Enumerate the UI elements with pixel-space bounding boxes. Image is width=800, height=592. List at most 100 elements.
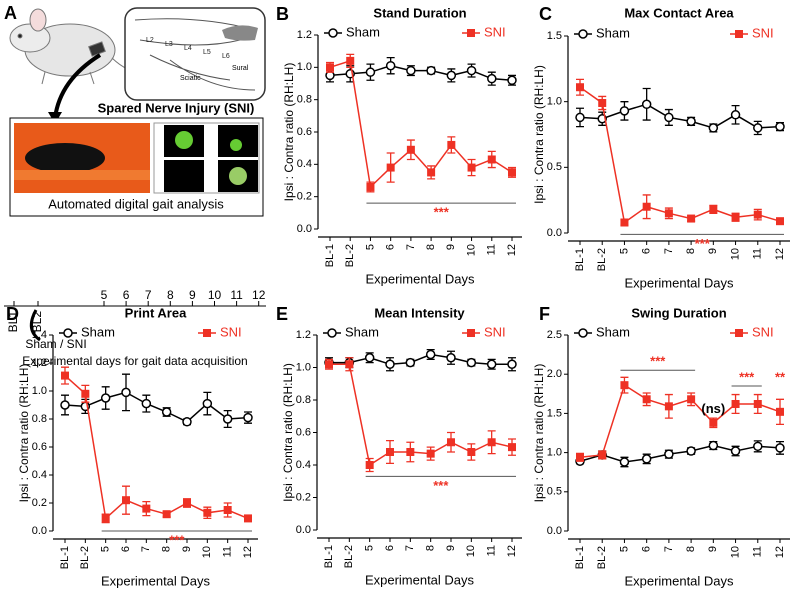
x-tick-label: BL-1 xyxy=(574,546,586,569)
chart-title: Max Contact Area xyxy=(624,5,734,20)
y-tick-label: 1.0 xyxy=(547,447,562,459)
data-point xyxy=(61,371,69,380)
series-line xyxy=(329,64,513,82)
panel-label: B xyxy=(276,4,289,24)
data-point xyxy=(121,387,131,398)
y-tick-label: 1.2 xyxy=(296,329,311,341)
data-point xyxy=(60,400,70,410)
legend-marker xyxy=(578,29,588,39)
x-tick-label: 10 xyxy=(201,546,213,558)
x-tick-label: 6 xyxy=(641,546,653,552)
data-point xyxy=(708,123,719,133)
data-point xyxy=(203,508,212,517)
y-tick-label: 1.0 xyxy=(547,96,562,108)
x-tick-label: 10 xyxy=(729,546,741,558)
data-point xyxy=(664,209,673,218)
y-tick-label: 0.4 xyxy=(32,469,47,481)
legend-marker xyxy=(327,328,337,338)
significance-label: *** xyxy=(739,369,755,384)
chart: D Print Area 0.0 0.2 0.4 0.6 0.8 1.0 1.2 1.4 BL-1 B… xyxy=(6,304,258,588)
x-tick-label: BL-1 xyxy=(323,545,335,568)
data-point xyxy=(776,217,784,226)
y-tick-label: 0.8 xyxy=(32,413,47,425)
significance-label: ** xyxy=(775,370,786,385)
significance-label: *** xyxy=(169,532,185,547)
data-point xyxy=(508,168,516,177)
x-tick-label: 10 xyxy=(465,545,477,557)
nerve-shape xyxy=(222,25,258,41)
x-tick-label: 11 xyxy=(752,248,764,259)
gait-floor xyxy=(14,170,150,180)
data-point xyxy=(507,359,517,369)
data-point xyxy=(686,446,696,456)
y-tick-label: 0.8 xyxy=(297,94,312,106)
data-point xyxy=(598,450,607,459)
data-point xyxy=(664,112,674,123)
legend-label: Sham xyxy=(345,324,379,339)
x-tick-label: BL-2 xyxy=(79,546,91,569)
data-point xyxy=(406,448,415,456)
x-tick-label: BL-2 xyxy=(343,545,355,568)
significance-label: *** xyxy=(650,354,666,369)
data-point xyxy=(386,163,395,172)
x-axis-label: Experimental Days xyxy=(101,573,211,588)
x-tick-label: 9 xyxy=(445,244,457,250)
data-point xyxy=(642,202,651,211)
data-point xyxy=(686,116,696,127)
timeline-label: 7 xyxy=(145,288,152,302)
data-point xyxy=(687,395,696,404)
y-tick-label: 0.0 xyxy=(547,227,562,239)
panel-a-title: Spared Nerve Injury (SNI) xyxy=(98,100,255,115)
x-axis-label: Experimental Days xyxy=(365,271,475,286)
x-axis-label: Experimental Days xyxy=(624,275,734,290)
y-tick-label: 1.2 xyxy=(297,29,312,41)
legend-label: Sham xyxy=(81,324,115,339)
x-tick-label: 5 xyxy=(618,248,630,254)
x-axis-label: Experimental Days xyxy=(624,573,734,588)
nerve-label: L4 xyxy=(184,45,192,52)
timeline-label: 6 xyxy=(123,288,130,302)
data-point xyxy=(244,514,252,523)
x-tick-label: 5 xyxy=(100,546,112,552)
data-point xyxy=(619,457,630,467)
data-point xyxy=(620,218,629,227)
y-axis-label: Ipsi : Contra ratio (RH:LH) xyxy=(532,364,546,503)
data-point xyxy=(365,461,374,469)
series-line xyxy=(64,375,249,520)
arrow xyxy=(29,309,41,342)
legend-marker xyxy=(63,328,73,338)
x-tick-label: 9 xyxy=(181,546,193,552)
y-tick-label: 0.4 xyxy=(296,459,311,471)
panel-label: F xyxy=(539,304,550,324)
data-point xyxy=(81,389,90,398)
y-tick-label: 0.6 xyxy=(297,126,312,138)
data-point xyxy=(202,398,213,409)
series-line xyxy=(64,391,249,423)
data-point xyxy=(101,514,110,523)
x-tick-label: 11 xyxy=(486,545,498,556)
y-tick-label: 1.5 xyxy=(547,30,562,42)
timeline-label: 9 xyxy=(189,288,196,302)
data-point xyxy=(575,112,585,123)
significance-label: (ns) xyxy=(701,401,725,416)
y-axis-label: Ipsi : Contra ratio (RH:LH) xyxy=(281,363,295,502)
x-tick-label: 8 xyxy=(161,546,173,552)
data-point xyxy=(222,414,233,424)
group-label: Sham / SNI xyxy=(25,337,86,351)
panel-label: E xyxy=(276,304,288,324)
data-point xyxy=(466,357,477,368)
data-point xyxy=(467,448,476,456)
data-point xyxy=(426,65,436,76)
x-tick-label: 9 xyxy=(445,545,457,551)
timeline-label: BL1 xyxy=(6,311,20,333)
significance-label: *** xyxy=(695,236,711,251)
arrow xyxy=(53,53,102,119)
x-tick-label: 7 xyxy=(663,248,675,254)
legend-marker xyxy=(203,329,211,337)
data-point xyxy=(405,357,416,368)
legend-label: SNI xyxy=(484,24,506,39)
x-tick-label: 8 xyxy=(685,546,697,552)
x-tick-label: 12 xyxy=(506,545,518,557)
data-point xyxy=(753,210,762,219)
